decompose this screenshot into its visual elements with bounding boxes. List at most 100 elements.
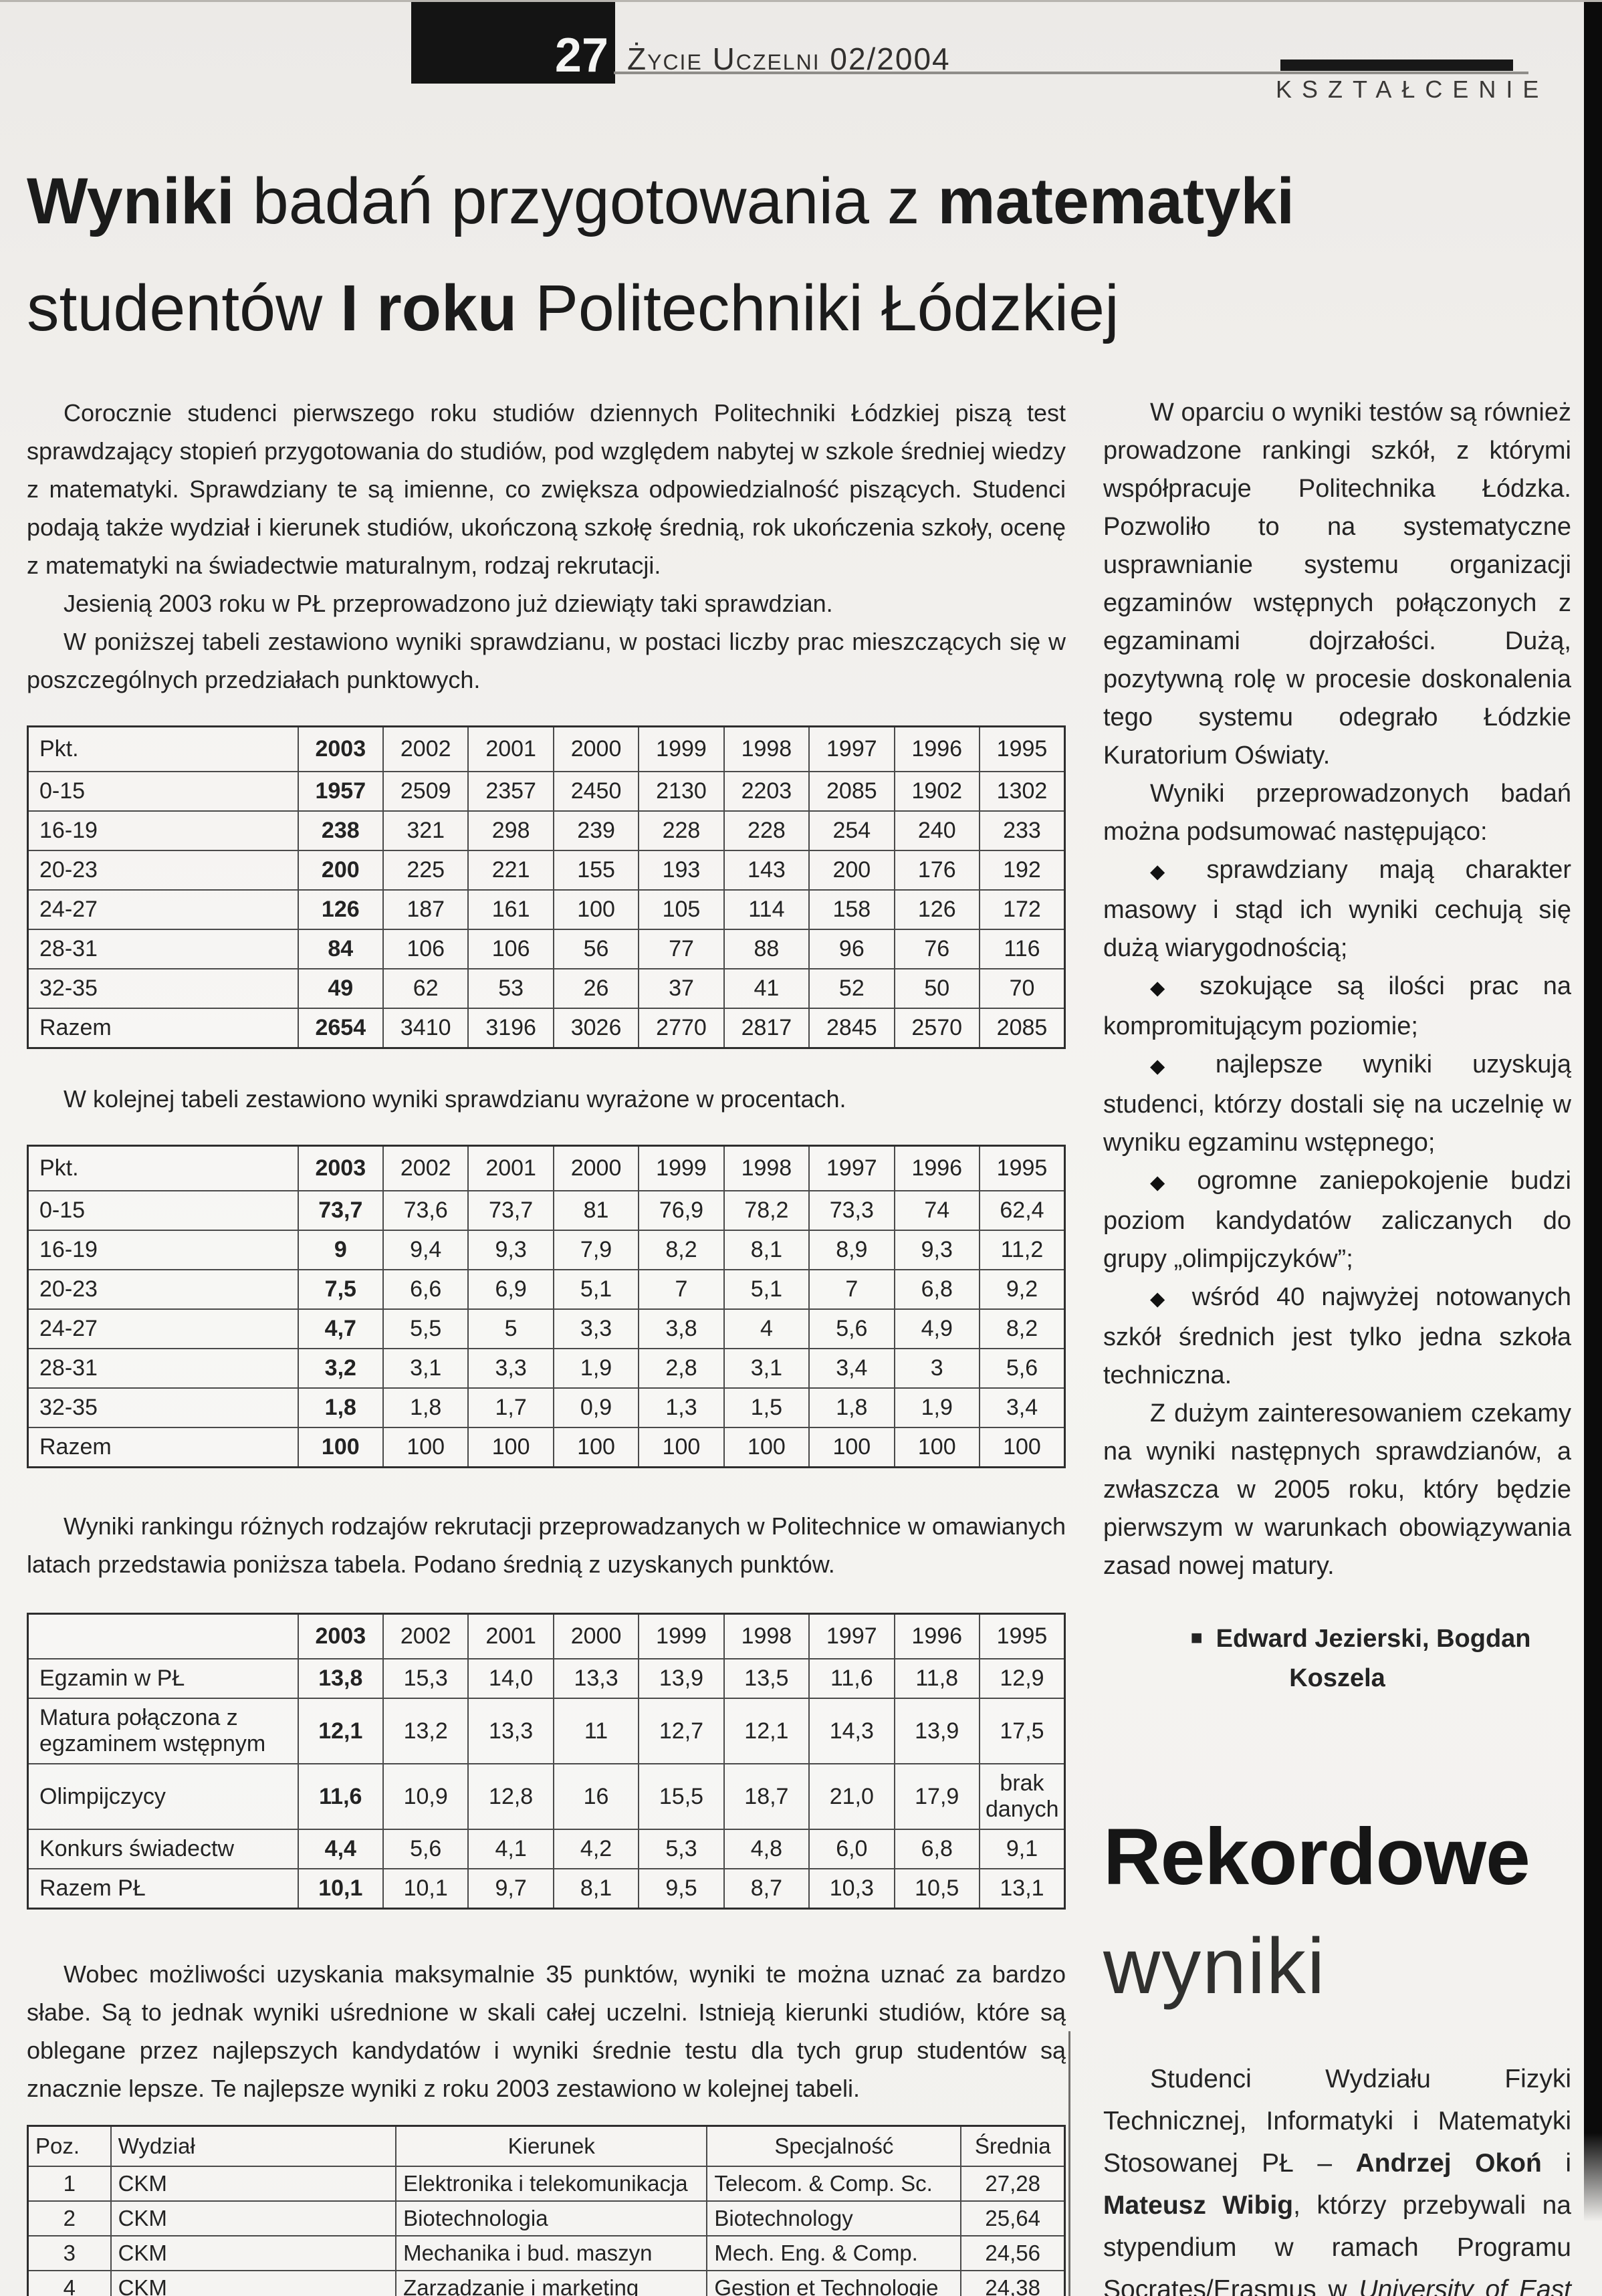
table-cell: 1,9 [893, 1387, 980, 1428]
table-cell: 100 [638, 1427, 725, 1468]
table-header-cell: 1999 [638, 1145, 725, 1191]
table-cell: 53 [467, 968, 554, 1009]
table-cell: 9,7 [467, 1868, 554, 1910]
table-cell: 4,9 [893, 1308, 980, 1349]
table-cell: Biotechnologia [395, 2200, 708, 2236]
table-cell: Zarządzanie i marketing [395, 2270, 708, 2296]
table-cell: 1,8 [382, 1387, 469, 1428]
table-header-cell: 1995 [978, 725, 1066, 772]
table-cell: 13,8 [297, 1658, 384, 1699]
second-article-title-bold: Rekordowe [1103, 1812, 1530, 1902]
table-cell: 100 [978, 1427, 1066, 1468]
table-cell: CKM [110, 2235, 397, 2271]
data-table: Pkt. 2003 2002 2001 2000 1999 1998 1997 1996 1995… [27, 725, 1066, 1049]
table4-intro: Wobec możliwości uzyskania maksymalnie 3… [27, 1960, 1066, 2102]
table-cell: 1,8 [297, 1387, 384, 1428]
table-cell: 240 [893, 810, 980, 851]
table-cell: 28-31 [27, 929, 299, 969]
table-row: 1 CKM Elektronika i telekomunikacja Telecom… [27, 2166, 1066, 2202]
list-item-text: sprawdziany mają charakter masowy i stąd… [1103, 856, 1572, 962]
table-cell: 5,1 [723, 1269, 810, 1310]
table-cell: 8,2 [978, 1308, 1066, 1349]
table-cell: 11,2 [978, 1230, 1066, 1270]
table-cell: 73,6 [382, 1190, 469, 1231]
table-cell: 4 [27, 2270, 112, 2296]
header-rule [614, 72, 1528, 74]
table-cell: 14,3 [808, 1698, 895, 1764]
table-cell: 0-15 [27, 771, 299, 812]
data-table: Poz. Wydział Kierunek Specjalność Średnia 1 CK… [27, 2125, 1066, 2296]
page-number-box: 27 [411, 2, 615, 84]
table-cell: Razem [27, 1008, 299, 1049]
table-cell: CKM [110, 2166, 397, 2202]
table-header-cell: Poz. [27, 2125, 112, 2167]
table-cell: 9 [297, 1230, 384, 1270]
table-cell: 5,6 [978, 1348, 1066, 1389]
article-title-line2: studentów I roku Politechniki Łódzkiej [27, 271, 1119, 344]
table-header-cell: 1995 [978, 1613, 1066, 1659]
text-segment: badań przygotowania z [234, 164, 938, 237]
table-cell: 9,1 [978, 1829, 1066, 1869]
table-cell: 5 [467, 1308, 554, 1349]
table-cell: 13,3 [552, 1658, 640, 1699]
table-cell: 76,9 [638, 1190, 725, 1231]
table-cell: Gestion et Technologie [706, 2270, 962, 2296]
diamond-bullet-icon: ◆ [1150, 1056, 1198, 1077]
table-row: 4 CKM Zarządzanie i marketing Gestion et Te… [27, 2270, 1066, 2296]
table-cell: 1,7 [467, 1387, 554, 1428]
text-segment: Studenci Wydziału Fizyki Technicznej, In… [1103, 2065, 1571, 2178]
table-header-cell: Pkt. [27, 1145, 299, 1191]
table-cell: 0,9 [552, 1387, 640, 1428]
table-cell: 3,1 [723, 1348, 810, 1389]
table-cell: 5,6 [382, 1829, 469, 1869]
table-cell: 12,9 [978, 1658, 1066, 1699]
table-cell: 106 [382, 929, 469, 969]
second-article-title-light: wyniki [1103, 1922, 1327, 2011]
table-cell: 5,1 [552, 1269, 640, 1310]
table-row: 3 CKM Mechanika i bud. maszyn Mech. Eng. & … [27, 2235, 1066, 2271]
table-cell: 84 [297, 929, 384, 969]
table-cell: 78,2 [723, 1190, 810, 1231]
article-title-line1: Wyniki badań przygotowania z matematyki [27, 164, 1294, 237]
table-cell: 41 [723, 968, 810, 1009]
table-header-cell: 2002 [382, 725, 469, 772]
table-cell: 28-31 [27, 1348, 299, 1389]
table-cell: 73,3 [808, 1190, 895, 1231]
table-cell: 10,5 [893, 1868, 980, 1910]
table-header-cell: 2002 [382, 1613, 469, 1659]
left-column: Corocznie studenci pierwszego roku studi… [27, 394, 1066, 2296]
table-cell: Matura połączona z egzaminem wstępnym [27, 1698, 299, 1764]
table-cell: 9,3 [467, 1230, 554, 1270]
table-cell: 96 [808, 929, 895, 969]
intro-paragraph: Corocznie studenci pierwszego roku studi… [27, 399, 1066, 579]
table-cell: 73,7 [467, 1190, 554, 1231]
table-cell: 77 [638, 929, 725, 969]
two-column-layout: Corocznie studenci pierwszego roku studi… [0, 394, 1602, 2296]
scan-gutter-strip [1584, 2, 1602, 2222]
table-cell: 1902 [893, 771, 980, 812]
text-segment: University of East Anglia [1359, 2275, 1572, 2296]
table-cell: 2 [27, 2200, 112, 2236]
table-cell: 12,1 [723, 1698, 810, 1764]
table-cell: 2654 [297, 1008, 384, 1049]
table-cell: 10,1 [382, 1868, 469, 1910]
table-row: Konkurs świadectw 4,4 5,6 4,1 4,2 5,3 4,8 6,0 6,… [27, 1829, 1066, 1869]
table-header-cell: 1998 [723, 725, 810, 772]
table-cell: 200 [808, 850, 895, 891]
table-cell: 100 [382, 1427, 469, 1468]
table-cell: 6,9 [467, 1269, 554, 1310]
table-cell: 1302 [978, 771, 1066, 812]
table-cell: 254 [808, 810, 895, 851]
table-cell: 1,3 [638, 1387, 725, 1428]
table-row: 28-31 84 106 106 56 77 88 96 76 116 [27, 929, 1066, 969]
table-cell: 106 [467, 929, 554, 969]
table-cell: 7,9 [552, 1230, 640, 1270]
table-cell: 7 [808, 1269, 895, 1310]
text-segment: , którzy przebywali na stypendium w rama… [1103, 2191, 1571, 2296]
table-cell: Razem PŁ [27, 1868, 299, 1910]
table-row: 2 CKM Biotechnologia Biotechnology 25,64 [27, 2200, 1066, 2236]
text-segment: Andrzej Okoń [1355, 2149, 1542, 2178]
journal-title: Życie Uczelni 02/2004 [627, 41, 951, 76]
data-table: 2003 2002 2001 2000 1999 1998 1997 1996 1995 Egza… [27, 1613, 1066, 1910]
table-cell: 52 [808, 968, 895, 1009]
